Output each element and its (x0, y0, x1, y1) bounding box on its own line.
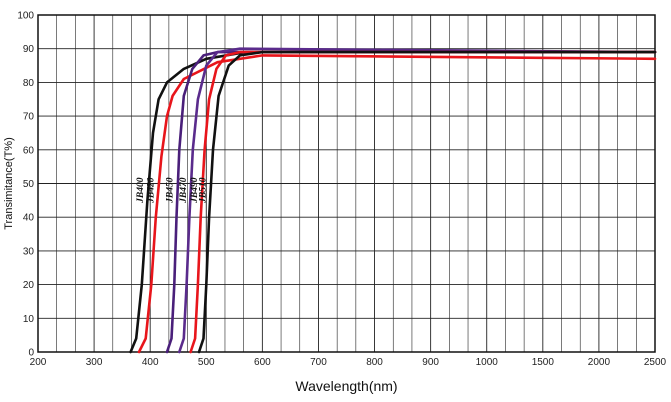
y-tick-label: 30 (23, 246, 35, 257)
x-tick-labels: 200 300 400 500 600 700 800 900 1000 1500 2000 2500 (30, 357, 667, 368)
x-tick-label: 800 (366, 357, 383, 368)
x-tick-label: 200 (30, 357, 47, 368)
plot-frame (37, 14, 656, 353)
series-line-jb420 (137, 54, 657, 354)
y-tick-label: 40 (23, 213, 35, 224)
series-line-jb490 (189, 50, 657, 354)
x-tick-label: 300 (86, 357, 103, 368)
series-line-jb400 (129, 50, 657, 354)
x-tick-label: 1500 (532, 357, 555, 368)
series-lines (129, 47, 657, 354)
y-tick-labels: 0 10 20 30 40 50 60 70 80 90 100 (17, 11, 34, 359)
x-tick-label: 900 (422, 357, 439, 368)
y-tick-label: 50 (23, 179, 35, 190)
y-tick-label: 60 (23, 145, 35, 156)
series-label-jb510: JB510 (199, 177, 209, 204)
y-tick-label: 80 (23, 78, 35, 89)
x-tick-label: 2500 (644, 357, 667, 368)
x-tick-label: 400 (142, 357, 159, 368)
y-tick-label: 0 (28, 348, 34, 359)
series-label-jb450: JB450 (166, 177, 176, 204)
y-tick-label: 70 (23, 112, 35, 123)
x-axis-title: Wavelength(nm) (295, 378, 397, 394)
x-tick-label: 700 (310, 357, 327, 368)
x-tick-label: 2000 (588, 357, 611, 368)
series-label-jb490: JB490 (190, 177, 200, 204)
x-tick-label: 1000 (476, 357, 499, 368)
series-label-jb470: JB470 (179, 177, 189, 204)
series-line-jb450 (165, 50, 657, 354)
series-line-jb470 (178, 47, 657, 354)
x-tick-label: 600 (254, 357, 271, 368)
series-label-jb420: JB420 (146, 177, 156, 204)
x-tick-label: 500 (198, 357, 215, 368)
series-line-jb510 (197, 50, 657, 354)
series-label-jb400: JB400 (136, 177, 146, 204)
y-tick-label: 90 (23, 44, 35, 55)
y-axis-title: Transimitance(T%) (3, 137, 15, 230)
grid (37, 14, 656, 353)
y-tick-label: 20 (23, 280, 35, 291)
y-tick-label: 10 (23, 314, 35, 325)
y-tick-label: 100 (17, 11, 34, 22)
